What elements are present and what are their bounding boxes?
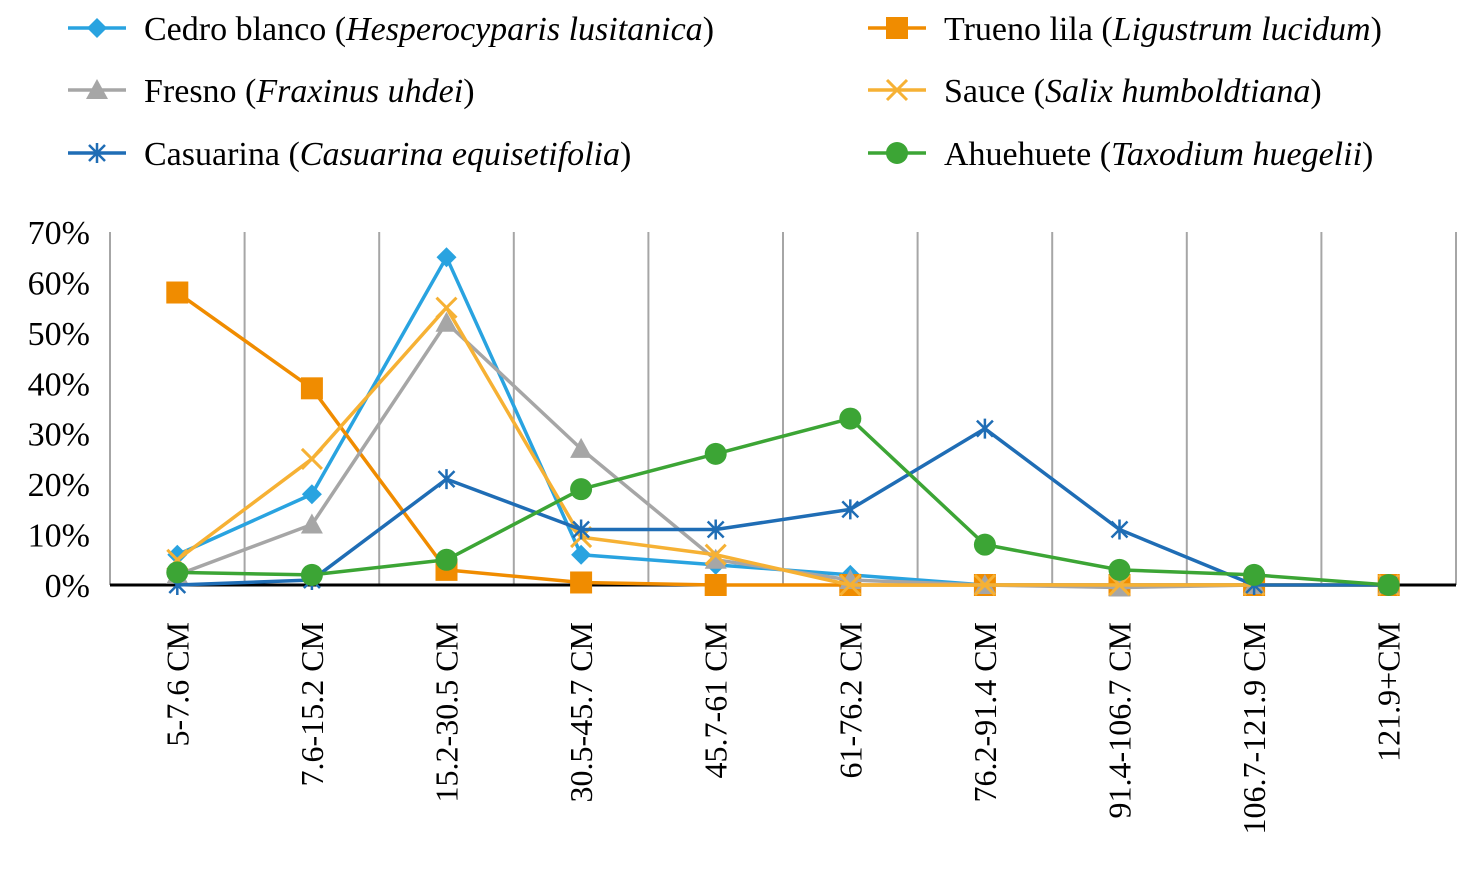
data-point (301, 484, 322, 505)
data-point (570, 571, 593, 594)
legend-marker (87, 18, 107, 38)
legend-item: Fresno (Fraxinus uhdei) (68, 73, 475, 110)
data-point (167, 544, 188, 565)
y-tick-label: 70% (28, 215, 90, 252)
data-point (571, 544, 592, 565)
x-tick-label: 30.5-45.7 CM (563, 622, 599, 802)
data-point (300, 563, 323, 586)
series-layer (166, 247, 1400, 597)
x-tick-label: 15.2-30.5 CM (429, 622, 465, 802)
series-line (177, 426, 1389, 587)
x-tick-label: 45.7-61 CM (698, 622, 734, 778)
legend-item: Cedro blanco (Hesperocyparis lusitanica) (68, 11, 714, 48)
series-ahuehuete (166, 407, 1400, 596)
data-point (435, 548, 458, 571)
legend-item: Trueno lila (Ligustrum lucidum) (868, 11, 1382, 48)
legend-marker (886, 142, 908, 164)
legend-label: Sauce (Salix humboldtiana) (944, 73, 1322, 110)
data-point (300, 447, 323, 470)
y-tick-label: 10% (28, 518, 90, 555)
data-point (166, 281, 189, 304)
x-tick-label: 91.4-106.7 CM (1102, 622, 1138, 818)
x-tick-label: 121.9+CM (1371, 622, 1407, 762)
legend-item: Ahuehuete (Taxodium huegelii) (868, 136, 1373, 173)
data-point (166, 561, 189, 584)
data-point (704, 574, 727, 596)
x-tick-label: 7.6-15.2 CM (294, 622, 330, 786)
x-tick-label: 76.2-91.4 CM (967, 622, 1003, 802)
legend-label: Ahuehuete (Taxodium huegelii) (944, 136, 1373, 173)
data-point (706, 519, 725, 540)
data-point (841, 499, 860, 520)
data-point (704, 442, 727, 465)
y-tick-label: 50% (28, 316, 90, 353)
data-point (435, 296, 458, 319)
series-line (176, 305, 1389, 587)
legend-marker (86, 79, 108, 99)
data-point (973, 533, 996, 556)
data-point (570, 437, 593, 458)
data-point (570, 478, 593, 501)
data-point (435, 311, 458, 332)
legend: Cedro blanco (Hesperocyparis lusitanica)… (68, 11, 1382, 173)
data-point (1110, 519, 1129, 540)
data-point (300, 377, 323, 400)
legend-marker (886, 17, 908, 39)
legend-label: Cedro blanco (Hesperocyparis lusitanica) (144, 11, 714, 48)
x-axis: 5-7.6 CM 7.6-15.2 CM 15.2-30.5 CM 30.5-45.7… (110, 583, 1456, 834)
data-point (572, 519, 590, 540)
data-point (704, 543, 727, 566)
data-point (976, 418, 994, 439)
legend-marker (885, 78, 909, 102)
x-tick-label: 106.7-121.9 CM (1236, 622, 1272, 834)
series-line (177, 416, 1389, 587)
y-tick-label: 0% (45, 568, 90, 605)
data-point (839, 407, 862, 430)
data-point (704, 548, 727, 569)
y-axis: 0% 10% 20% 30% 40% 50% 60% 70% (28, 215, 90, 605)
legend-label: Fresno (Fraxinus uhdei) (144, 73, 475, 110)
y-tick-label: 60% (28, 265, 90, 302)
y-tick-label: 30% (28, 417, 90, 454)
data-point (436, 247, 457, 268)
data-point (973, 573, 996, 597)
legend-label: Casuarina (Casuarina equisetifolia) (144, 136, 631, 173)
data-point (1108, 558, 1131, 581)
legend-item: Sauce (Salix humboldtiana) (868, 73, 1322, 110)
y-tick-label: 40% (28, 366, 90, 403)
x-tick-label: 61-76.2 CM (832, 622, 868, 778)
data-point (300, 513, 323, 534)
legend-marker (88, 143, 106, 163)
data-point (437, 469, 456, 490)
data-point (1243, 563, 1266, 586)
data-point (1377, 574, 1400, 596)
data-point (839, 573, 862, 597)
y-tick-label: 20% (28, 467, 90, 504)
legend-label: Trueno lila (Ligustrum lucidum) (944, 11, 1382, 48)
legend-item: Casuarina (Casuarina equisetifolia) (68, 136, 631, 173)
x-tick-label: 5-7.6 CM (159, 622, 195, 746)
